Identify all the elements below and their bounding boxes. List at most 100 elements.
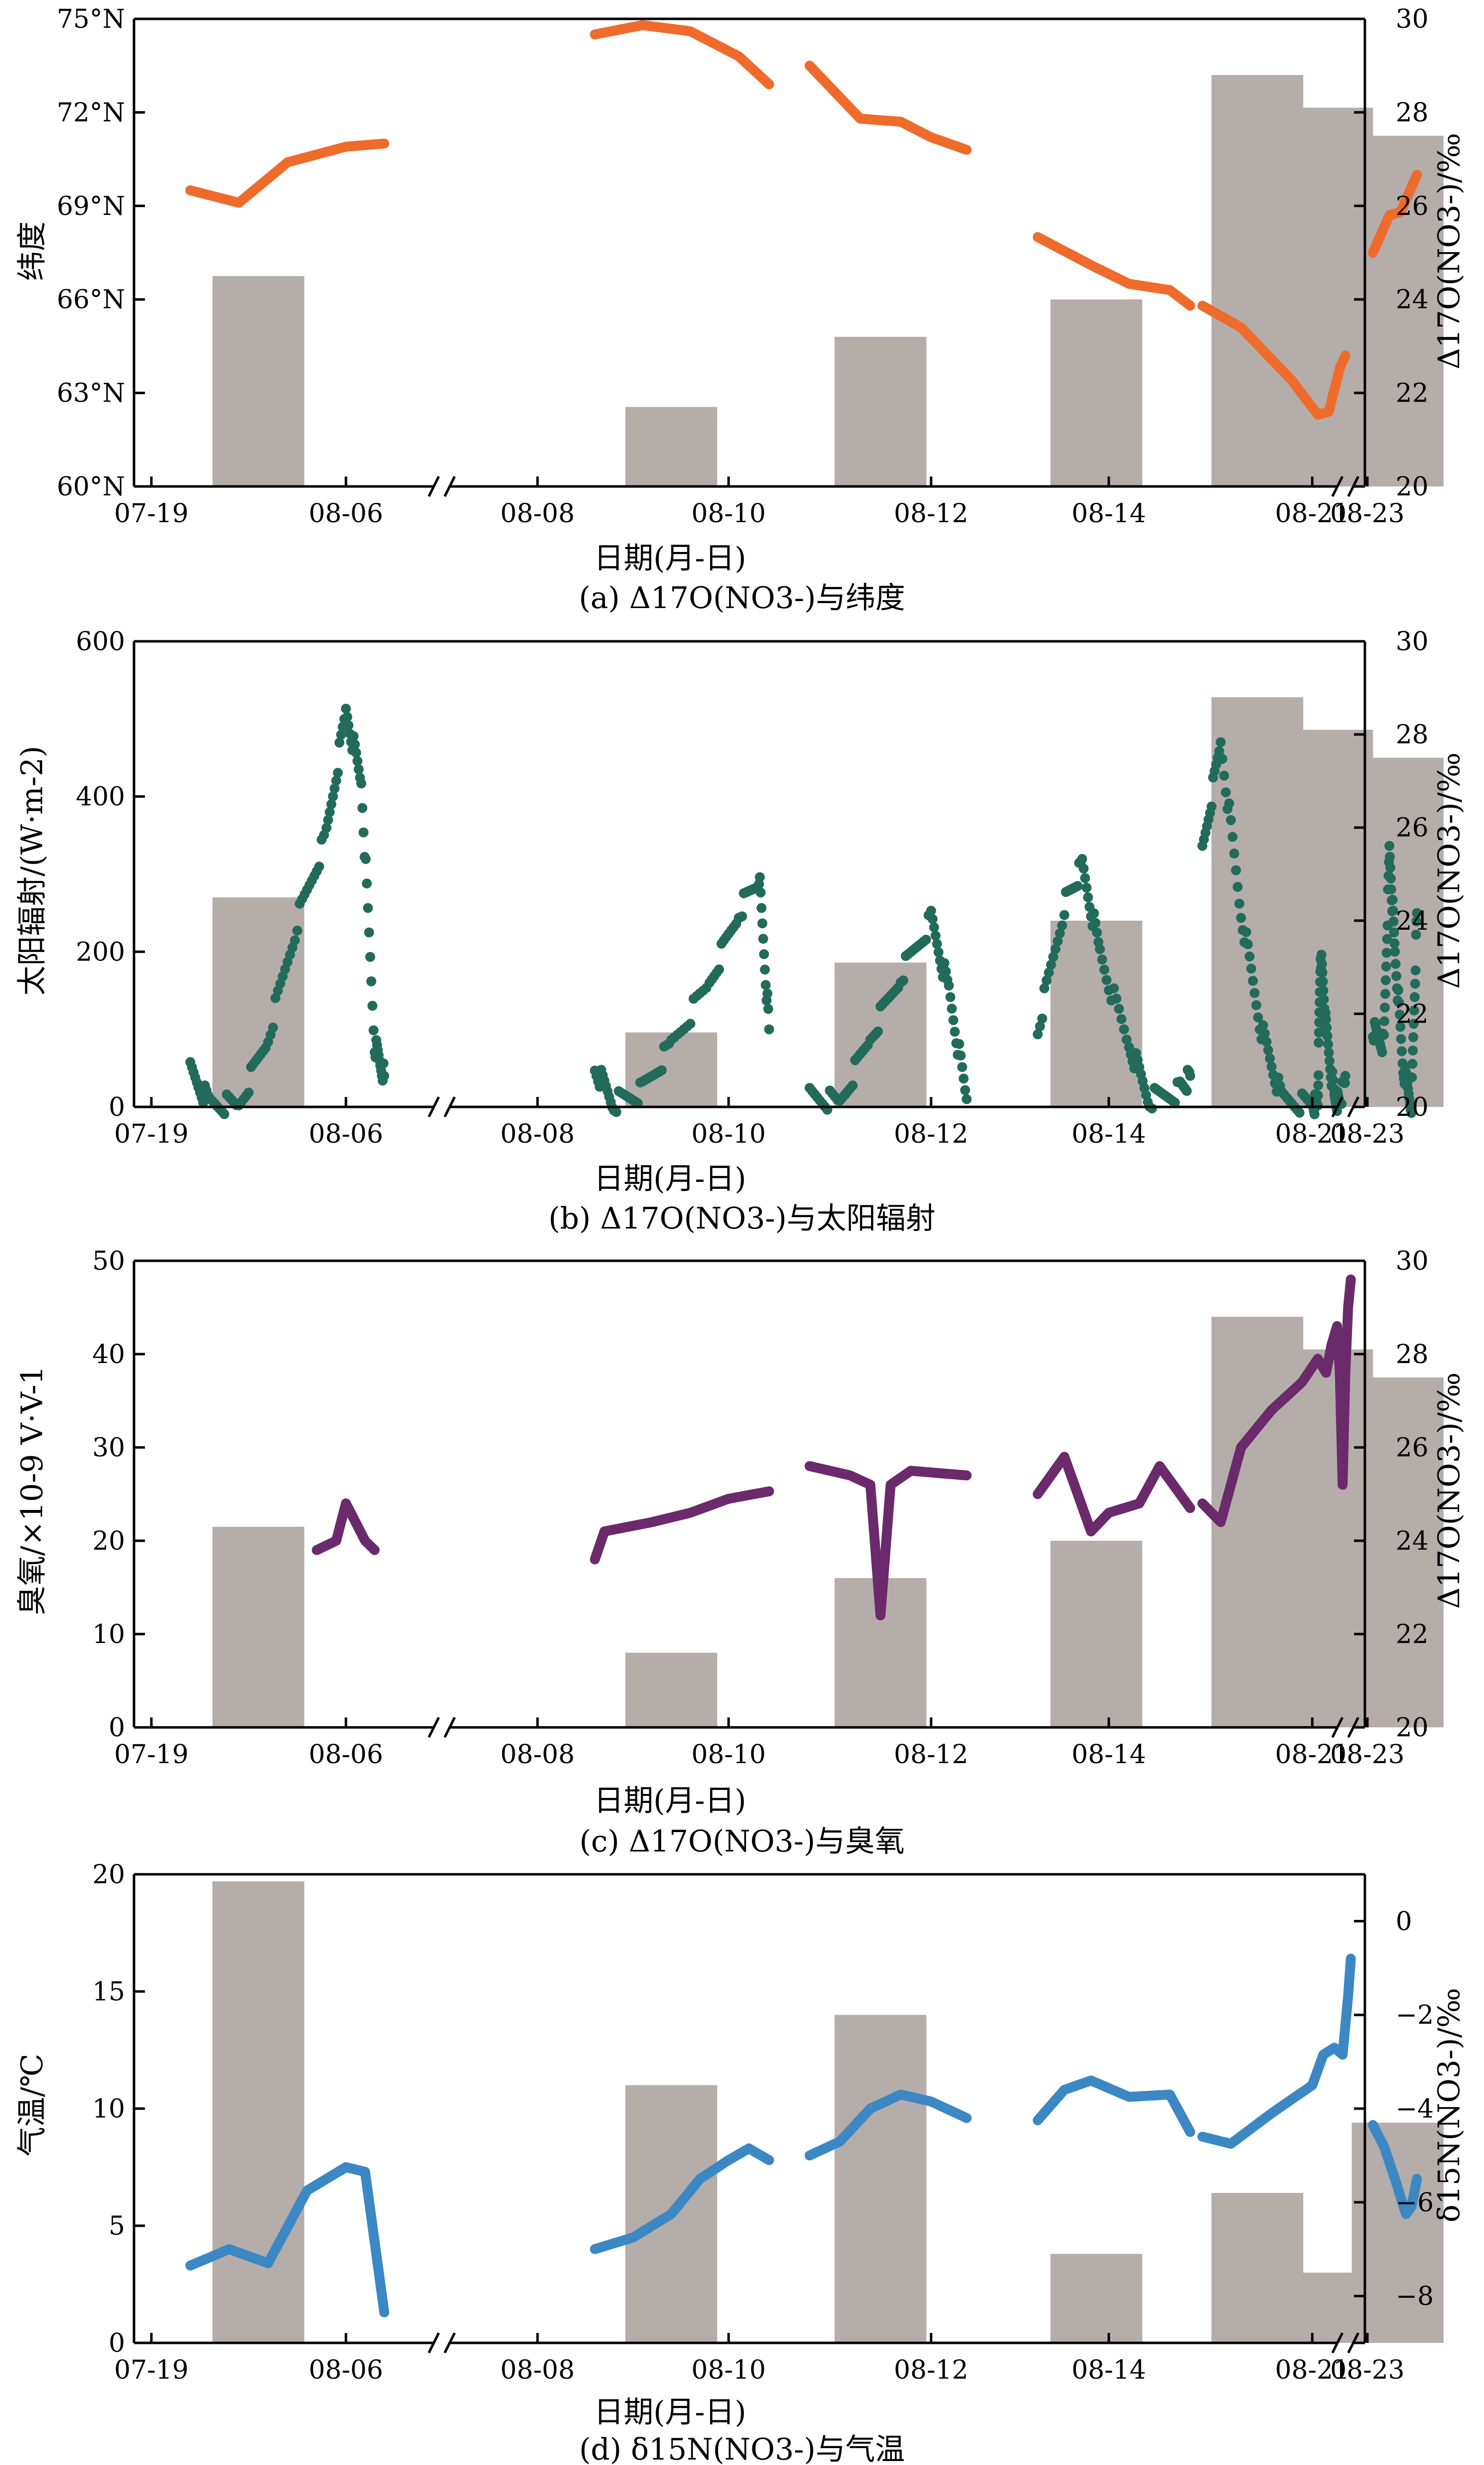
panel-a-x-tick-label: 08-23 bbox=[1330, 499, 1405, 529]
panel-b-scatter-point bbox=[1253, 1012, 1263, 1023]
panel-b-scatter-point bbox=[948, 1015, 958, 1026]
panel-a-right-tick-label: 22 bbox=[1396, 379, 1428, 409]
panel-b-scatter-point bbox=[946, 1004, 957, 1014]
panel-a-x-tick-label: 08-10 bbox=[691, 499, 766, 529]
panel-b-scatter-point bbox=[1207, 801, 1217, 812]
panel-b-scatter-point bbox=[1251, 1000, 1262, 1010]
panel-a-series-line-4 bbox=[1197, 300, 1350, 420]
panel-a-axis-break bbox=[427, 476, 440, 497]
panel-b-scatter-point bbox=[1048, 952, 1059, 962]
panel-b-scatter-point bbox=[1395, 1010, 1405, 1020]
panel-b-scatter-point bbox=[325, 807, 335, 818]
panel-a-right-tick-label: 28 bbox=[1396, 98, 1428, 128]
panel-d-right-tick-label: 0 bbox=[1396, 1907, 1412, 1936]
panel-b-scatter-point bbox=[939, 958, 949, 968]
panel-a-left-tick-label: 60°N bbox=[57, 472, 125, 502]
panel-a-ylabel-right: Δ17O(NO3-)/‰ bbox=[1432, 133, 1467, 370]
panel-b-scatter-point bbox=[1246, 963, 1256, 974]
panel-b-scatter-point bbox=[657, 1065, 667, 1076]
panel-d-caption: (d) δ15N(NO3-)与气温 bbox=[579, 2432, 905, 2465]
panel-b-scatter-point bbox=[760, 980, 771, 990]
panel-b-scatter-point bbox=[1243, 939, 1253, 950]
panel-b-scatter-point bbox=[1035, 1021, 1045, 1031]
panel-b-ylabel-right: Δ17O(NO3-)/‰ bbox=[1432, 753, 1467, 989]
panel-b-right-tick-label: 26 bbox=[1396, 813, 1428, 843]
panel-a-x-tick-label: 08-21 bbox=[1275, 499, 1349, 529]
panel-b-scatter-point bbox=[1059, 910, 1070, 920]
panel-b-scatter-point bbox=[1313, 1100, 1323, 1111]
panel-a-left-ticks: 60°N 63°N 66°N 69°N 72°N 75°N bbox=[57, 4, 145, 502]
panel-b-scatter-point bbox=[357, 803, 368, 813]
panel-c-series-line-0 bbox=[312, 1498, 380, 1555]
panel-b-scatter-point bbox=[1408, 1045, 1418, 1056]
panel-b-scatter-point bbox=[1309, 1109, 1320, 1119]
panel-b-scatter-point bbox=[926, 905, 936, 916]
panel-b-scatter-point bbox=[1407, 1059, 1417, 1069]
panel-b-scatter-point bbox=[929, 922, 939, 933]
panel-b-scatter-point bbox=[1388, 905, 1398, 916]
panel-b-scatter-point bbox=[1411, 930, 1421, 940]
panel-a-series-line-5 bbox=[1368, 170, 1422, 258]
panel-b-scatter-point bbox=[1314, 1027, 1324, 1038]
panel-b-scatter-point bbox=[1379, 1016, 1390, 1027]
panel-b-scatter-point bbox=[1185, 1071, 1195, 1081]
panel-b-x-tick-label: 08-21 bbox=[1275, 1119, 1349, 1149]
panel-b-scatter-point bbox=[1114, 1004, 1124, 1014]
panel-d-axis-break bbox=[427, 2332, 440, 2354]
panel-c-left-tick-label: 30 bbox=[92, 1433, 125, 1463]
panel-a-bar-08-07 bbox=[625, 407, 717, 486]
panel-c-left-tick-label: 20 bbox=[92, 1526, 125, 1556]
panel-b-scatter-point bbox=[1046, 959, 1056, 970]
panel-b-scatter-point bbox=[352, 756, 363, 766]
panel-b-x-tick-label: 07-19 bbox=[114, 1119, 189, 1149]
panel-b-scatter-point bbox=[314, 861, 325, 872]
panel-c-series bbox=[312, 1274, 1356, 1621]
panel-b-scatter-point bbox=[1039, 983, 1050, 994]
panel-d-ylabel-right: δ15N(NO3-)/‰ bbox=[1432, 1988, 1467, 2223]
panel-b-scatter-point bbox=[1101, 975, 1112, 985]
panel-b-scatter-point bbox=[1318, 985, 1329, 996]
panel-b-scatter-point bbox=[1220, 787, 1231, 798]
panel-b-scatter-point bbox=[1263, 1045, 1274, 1055]
panel-c-bar-07-20 bbox=[212, 1526, 305, 1727]
panel-b-x-tick-label: 08-10 bbox=[691, 1119, 766, 1149]
panel-b-scatter-point bbox=[1385, 852, 1395, 862]
panel-b-scatter-point bbox=[1318, 976, 1328, 987]
panel-b-scatter-point bbox=[1234, 898, 1245, 909]
panel-b-scatter-point bbox=[292, 925, 302, 936]
panel-b-scatter-point bbox=[949, 1027, 960, 1037]
panel-b-scatter-point bbox=[944, 980, 954, 991]
panel-a-right-tick-label: 30 bbox=[1396, 4, 1428, 34]
panel-b-scatter-point bbox=[1328, 1075, 1338, 1085]
panel-c-caption: (c) Δ17O(NO3-)与臭氧 bbox=[579, 1824, 904, 1859]
panel-a-x-tick-label: 08-14 bbox=[1072, 499, 1146, 529]
panel-b-scatter-point bbox=[1053, 936, 1063, 947]
panel-c-right-ticks: 20 22 24 26 28 30 bbox=[1354, 1246, 1428, 1743]
panel-b-scatter-point bbox=[1226, 815, 1236, 825]
panel-a-right-tick-label: 20 bbox=[1396, 472, 1428, 502]
panel-b-xlabel: 日期(月-日) bbox=[594, 1162, 746, 1196]
panel-b-scatter-point bbox=[1057, 920, 1067, 931]
panel-b-scatter-point bbox=[762, 988, 773, 999]
panel-b-axis-break bbox=[427, 1096, 440, 1118]
panel-b-scatter-point bbox=[1273, 1072, 1283, 1083]
panel-a-left-tick-label: 69°N bbox=[57, 192, 125, 221]
panel-c-bar-08-07 bbox=[625, 1652, 717, 1727]
panel-b-x-tick-label: 08-14 bbox=[1072, 1119, 1146, 1149]
panel-a-axis-break bbox=[1331, 476, 1344, 497]
panel-d-right-tick-label: −2 bbox=[1396, 2000, 1434, 2030]
panel-b-scatter-point bbox=[1050, 944, 1061, 954]
panel-a-ylabel-left: 纬度 bbox=[15, 221, 50, 281]
panel-b-scatter-point bbox=[1313, 1090, 1323, 1100]
panel-d-left-tick-label: 15 bbox=[92, 1977, 125, 2007]
panel-b-axis-break bbox=[443, 1096, 456, 1118]
panel-b-scatter-point bbox=[933, 947, 944, 958]
panel-d-bar-07-20 bbox=[212, 1881, 305, 2343]
panel-d-x-tick-label: 08-14 bbox=[1072, 2355, 1146, 2385]
panel-b-scatter-point bbox=[755, 888, 766, 898]
panel-b-scatter-point bbox=[1394, 997, 1404, 1008]
panel-b-scatter-point bbox=[1380, 1002, 1390, 1013]
panel-b-scatter-point bbox=[685, 1019, 695, 1029]
panel-a-x-tick-label: 08-08 bbox=[500, 499, 575, 529]
